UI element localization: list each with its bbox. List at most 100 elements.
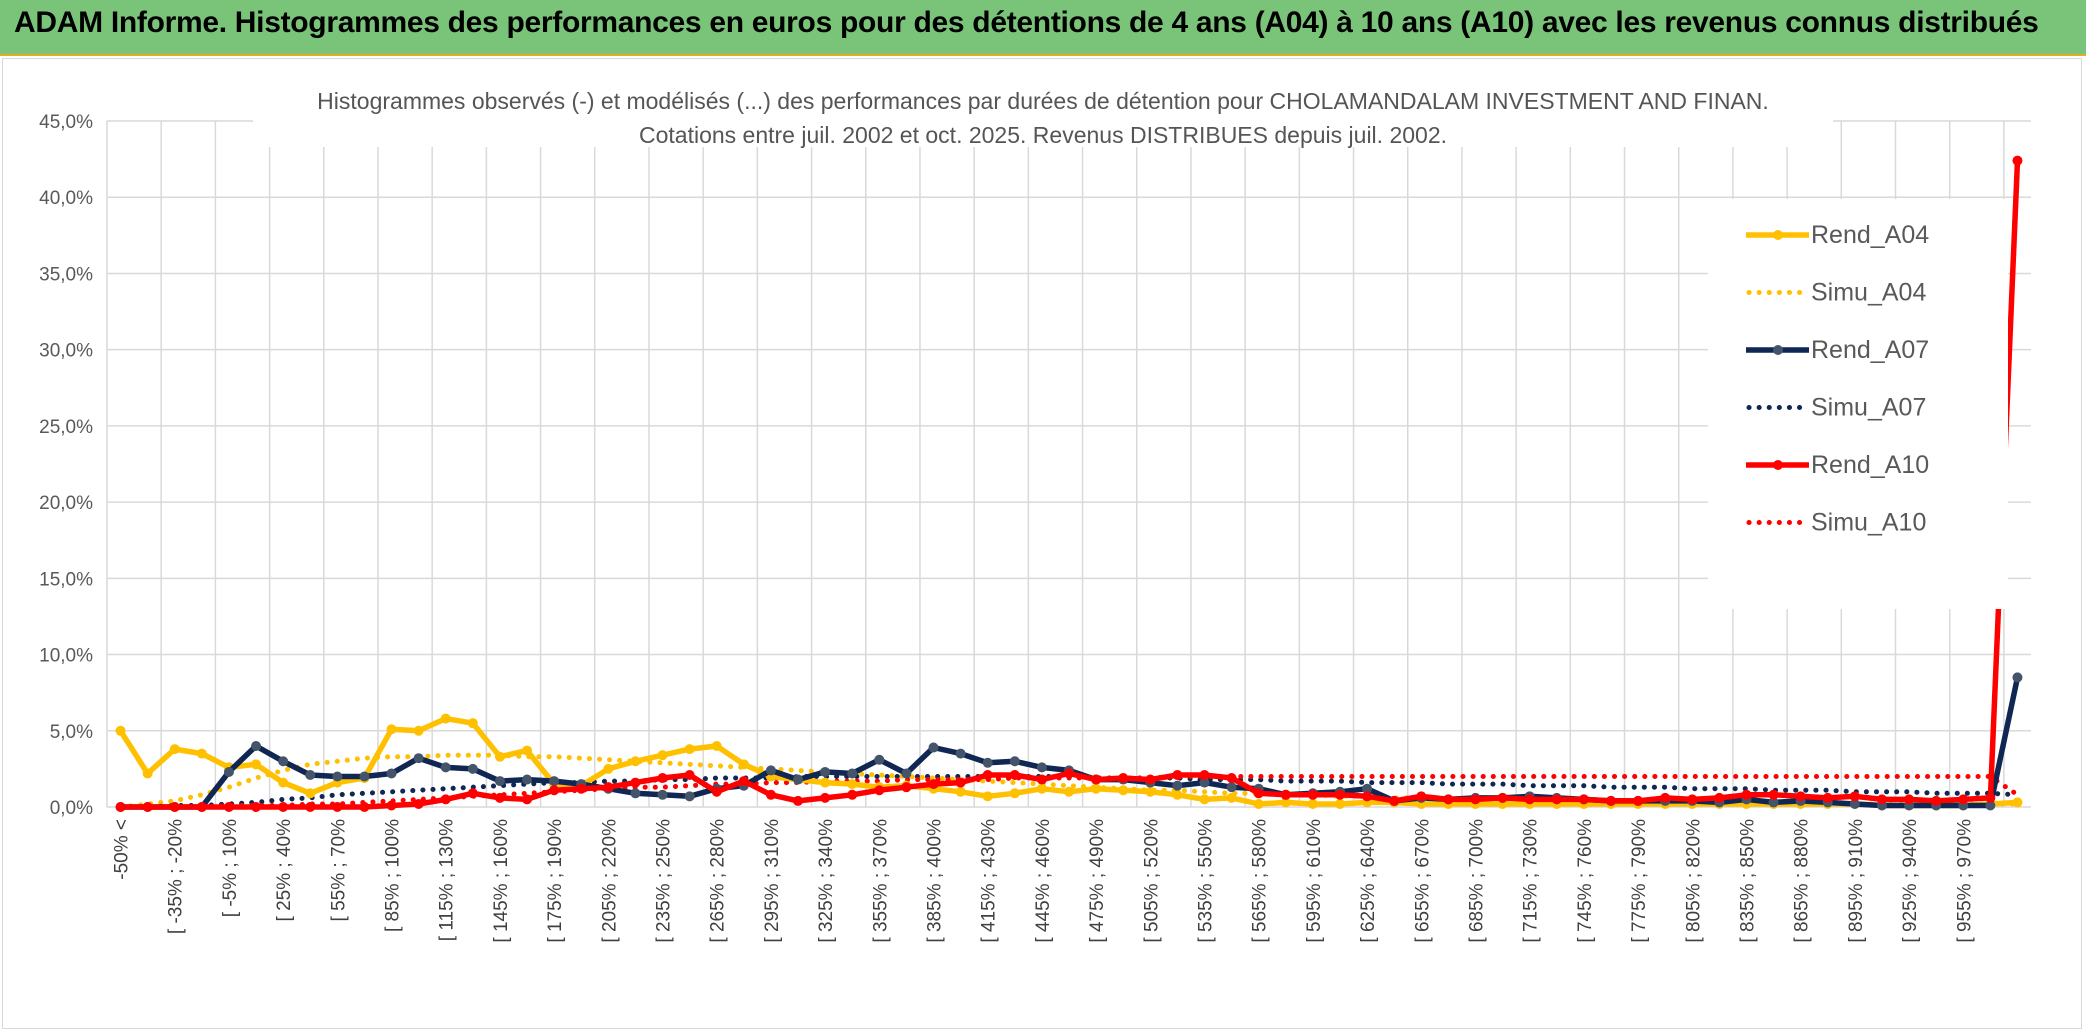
data-point bbox=[494, 792, 505, 803]
legend-marker bbox=[1773, 345, 1783, 355]
data-point bbox=[1226, 773, 1237, 784]
data-point bbox=[359, 771, 370, 782]
gridlines bbox=[106, 120, 2031, 808]
x-tick-label: [ 205% ; 220% bbox=[599, 819, 620, 943]
data-point bbox=[223, 766, 234, 777]
x-tick-label: [ 325% ; 340% bbox=[816, 819, 837, 943]
data-point bbox=[793, 795, 804, 806]
data-point bbox=[1036, 783, 1047, 794]
data-point bbox=[1172, 769, 1183, 780]
data-point bbox=[630, 788, 641, 799]
data-point bbox=[1958, 794, 1969, 805]
data-point bbox=[467, 788, 478, 799]
data-point bbox=[765, 765, 776, 776]
data-point bbox=[278, 756, 289, 767]
x-tick-label: [ 715% ; 730% bbox=[1521, 819, 1542, 943]
y-tick-label: 0,0% bbox=[50, 798, 93, 819]
data-point bbox=[1280, 789, 1291, 800]
data-point bbox=[1416, 791, 1427, 802]
data-point bbox=[467, 763, 478, 774]
data-point bbox=[928, 742, 939, 753]
data-point bbox=[684, 744, 695, 755]
data-point bbox=[1714, 792, 1725, 803]
legend-item-simu_a10: Simu_A10 bbox=[1746, 509, 1926, 537]
x-axis: -50% < [ -35% ; -20% [ -5% ; 10% [ 25% ; 40… bbox=[112, 819, 1976, 943]
x-tick-label: [ 835% ; 850% bbox=[1737, 819, 1758, 943]
legend-label: Simu_A10 bbox=[1811, 509, 1926, 537]
data-point bbox=[1226, 792, 1237, 803]
data-point bbox=[332, 802, 343, 812]
data-point bbox=[901, 768, 912, 779]
data-point bbox=[1199, 794, 1210, 805]
report-title: ADAM Informe. Histogrammes des performan… bbox=[14, 6, 2039, 39]
y-axis: 0,0% 5,0% 10,0% 15,0% 20,0% 25,0% 30,0% 35,0% 40… bbox=[39, 112, 93, 819]
data-point bbox=[657, 750, 668, 761]
data-point bbox=[1470, 794, 1481, 805]
legend-label: Simu_A04 bbox=[1811, 279, 1926, 307]
data-point bbox=[1660, 792, 1671, 803]
data-point bbox=[1822, 792, 1833, 803]
data-point bbox=[522, 745, 533, 756]
data-point bbox=[982, 769, 993, 780]
legend-item-rend_a07: Rend_A07 bbox=[1746, 336, 1929, 364]
y-tick-label: 5,0% bbox=[50, 722, 93, 743]
data-point bbox=[1524, 794, 1535, 805]
data-point bbox=[251, 802, 262, 812]
data-point bbox=[1334, 789, 1345, 800]
x-tick-label: [ 445% ; 460% bbox=[1033, 819, 1054, 943]
data-point bbox=[657, 789, 668, 800]
x-tick-label: [ 955% ; 970% bbox=[1954, 819, 1975, 943]
data-point bbox=[1985, 800, 1996, 811]
y-tick-label: 35,0% bbox=[39, 264, 93, 285]
data-point bbox=[1009, 769, 1020, 780]
data-point bbox=[115, 725, 126, 736]
data-point bbox=[1904, 794, 1915, 805]
data-point bbox=[1307, 789, 1318, 800]
data-point bbox=[1172, 780, 1183, 791]
y-tick-label: 45,0% bbox=[39, 112, 93, 133]
data-point bbox=[413, 798, 424, 809]
data-point bbox=[1009, 756, 1020, 767]
data-point bbox=[576, 783, 587, 794]
data-point bbox=[711, 741, 722, 752]
data-point bbox=[1741, 789, 1752, 800]
data-point bbox=[1334, 798, 1345, 809]
data-point bbox=[1795, 791, 1806, 802]
data-point bbox=[738, 776, 749, 787]
data-point bbox=[1985, 792, 1996, 803]
x-tick-label: [ 385% ; 400% bbox=[925, 819, 946, 943]
data-point bbox=[1931, 795, 1942, 806]
data-point bbox=[1226, 782, 1237, 793]
data-point bbox=[305, 788, 316, 799]
data-point bbox=[1253, 788, 1264, 799]
data-point bbox=[1578, 794, 1589, 805]
x-tick-label: [ 175% ; 190% bbox=[545, 819, 566, 943]
data-point bbox=[305, 802, 316, 812]
data-point bbox=[549, 776, 560, 787]
data-point bbox=[630, 756, 641, 767]
data-point bbox=[711, 786, 722, 797]
legend-label: Simu_A07 bbox=[1811, 394, 1926, 422]
x-tick-label: [ 925% ; 940% bbox=[1900, 819, 1921, 943]
chart-frame: 0,0% 5,0% 10,0% 15,0% 20,0% 25,0% 30,0% 35,0% 40… bbox=[2, 58, 2082, 1029]
x-tick-label: -50% < bbox=[112, 819, 133, 880]
data-point bbox=[765, 789, 776, 800]
data-point bbox=[793, 774, 804, 785]
data-point bbox=[440, 794, 451, 805]
data-point bbox=[1145, 774, 1156, 785]
data-point bbox=[1091, 783, 1102, 794]
data-point bbox=[684, 791, 695, 802]
data-point bbox=[196, 748, 207, 759]
chart-title-block: Histogrammes observés (-) et modélisés (… bbox=[253, 81, 1833, 148]
x-tick-label: [ 145% ; 160% bbox=[491, 819, 512, 943]
data-point bbox=[251, 759, 262, 770]
data-point bbox=[1199, 769, 1210, 780]
data-point bbox=[1009, 788, 1020, 799]
data-point bbox=[1145, 786, 1156, 797]
legend-label: Rend_A07 bbox=[1811, 336, 1929, 364]
x-tick-label: [ 235% ; 250% bbox=[654, 819, 675, 943]
data-point bbox=[1687, 794, 1698, 805]
data-point bbox=[630, 777, 641, 788]
data-point bbox=[278, 802, 289, 812]
x-tick-label: [ 25% ; 40% bbox=[274, 819, 295, 922]
